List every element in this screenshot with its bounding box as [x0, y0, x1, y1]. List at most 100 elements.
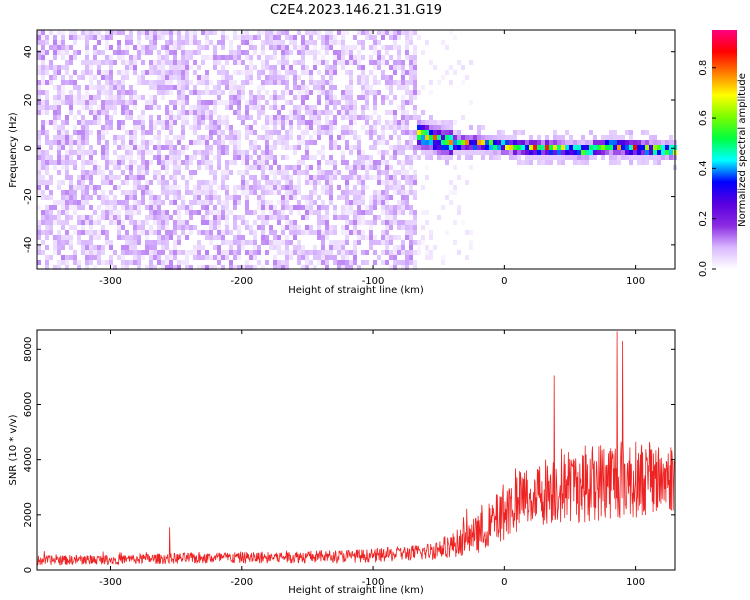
heatmap-cell: [353, 255, 357, 260]
heatmap-cell: [261, 125, 265, 130]
heatmap-cell: [137, 120, 141, 125]
heatmap-cell: [149, 195, 153, 200]
heatmap-cell: [325, 90, 329, 95]
heatmap-cell: [213, 100, 217, 105]
heatmap-cell: [329, 145, 333, 150]
heatmap-cell: [333, 60, 337, 65]
heatmap-cell: [457, 60, 461, 65]
heatmap-cell: [609, 135, 613, 140]
heatmap-cell: [241, 95, 245, 100]
heatmap-cell: [253, 255, 257, 260]
heatmap-cell: [409, 75, 413, 80]
heatmap-cell: [321, 90, 325, 95]
heatmap-cell: [593, 140, 597, 145]
heatmap-cell: [109, 120, 113, 125]
heatmap-cell: [165, 230, 169, 235]
heatmap-cell: [653, 140, 657, 145]
colorbar: 0.00.20.40.60.8 Normalized spectral ampl…: [698, 30, 748, 277]
heatmap-cell: [329, 30, 333, 35]
heatmap-cell: [37, 110, 41, 115]
heatmap-cell: [57, 220, 61, 225]
heatmap-cell: [145, 180, 149, 185]
heatmap-cell: [157, 30, 161, 35]
heatmap-cell: [93, 255, 97, 260]
heatmap-cell: [165, 215, 169, 220]
heatmap-cell: [377, 65, 381, 70]
heatmap-cell: [397, 45, 401, 50]
heatmap-cell: [585, 150, 589, 155]
heatmap-cell: [469, 150, 473, 155]
heatmap-cell: [89, 155, 93, 160]
heatmap-cell: [65, 265, 69, 270]
heatmap-cell: [345, 140, 349, 145]
heatmap-cell: [349, 105, 353, 110]
heatmap-cell: [249, 55, 253, 60]
heatmap-cell: [505, 145, 509, 150]
heatmap-cell: [37, 65, 41, 70]
heatmap-cell: [101, 245, 105, 250]
heatmap-cell: [137, 50, 141, 55]
heatmap-cell: [245, 70, 249, 75]
heatmap-cell: [181, 130, 185, 135]
heatmap-cell: [377, 50, 381, 55]
heatmap-cell: [233, 100, 237, 105]
heatmap-cell: [289, 190, 293, 195]
heatmap-cell: [489, 150, 493, 155]
heatmap-cell: [309, 120, 313, 125]
heatmap-cell: [217, 235, 221, 240]
heatmap-cell: [353, 245, 357, 250]
heatmap-cell: [185, 35, 189, 40]
heatmap-cell: [353, 215, 357, 220]
y-tick-label: 4000: [23, 447, 34, 472]
heatmap-cell: [129, 130, 133, 135]
heatmap-cell: [237, 60, 241, 65]
heatmap-cell: [241, 190, 245, 195]
heatmap-cell: [385, 240, 389, 245]
heatmap-cell: [265, 190, 269, 195]
heatmap-cell: [357, 165, 361, 170]
heatmap-cell: [85, 250, 89, 255]
heatmap-cell: [237, 150, 241, 155]
heatmap-cell: [449, 140, 453, 145]
heatmap-cell: [181, 65, 185, 70]
heatmap-cell: [41, 150, 45, 155]
heatmap-cell: [41, 125, 45, 130]
heatmap-cell: [65, 200, 69, 205]
heatmap-cell: [285, 100, 289, 105]
heatmap-cell: [217, 145, 221, 150]
heatmap-cell: [129, 250, 133, 255]
heatmap-cell: [141, 95, 145, 100]
heatmap-cell: [561, 155, 565, 160]
heatmap-cell: [105, 145, 109, 150]
heatmap-cell: [229, 55, 233, 60]
heatmap-cell: [217, 250, 221, 255]
heatmap-cell: [281, 195, 285, 200]
heatmap-cell: [81, 170, 85, 175]
heatmap-cell: [105, 195, 109, 200]
heatmap-cell: [325, 260, 329, 265]
heatmap-cell: [261, 265, 265, 270]
heatmap-cell: [297, 60, 301, 65]
heatmap-cell: [165, 90, 169, 95]
heatmap-cell: [373, 145, 377, 150]
heatmap-cell: [485, 135, 489, 140]
heatmap-cell: [181, 135, 185, 140]
heatmap-cell: [65, 170, 69, 175]
heatmap-cell: [577, 155, 581, 160]
heatmap-cell: [245, 35, 249, 40]
heatmap-cell: [357, 30, 361, 35]
heatmap-cell: [209, 185, 213, 190]
heatmap-cell: [61, 180, 65, 185]
heatmap-cell: [325, 95, 329, 100]
heatmap-cell: [333, 35, 337, 40]
heatmap-cell: [513, 140, 517, 145]
heatmap-cell: [333, 115, 337, 120]
heatmap-cell: [57, 100, 61, 105]
heatmap-cell: [57, 240, 61, 245]
heatmap-cell: [421, 225, 425, 230]
heatmap-cell: [249, 225, 253, 230]
heatmap-cell: [641, 140, 645, 145]
heatmap-cell: [401, 160, 405, 165]
heatmap-cell: [249, 140, 253, 145]
heatmap-cell: [77, 230, 81, 235]
